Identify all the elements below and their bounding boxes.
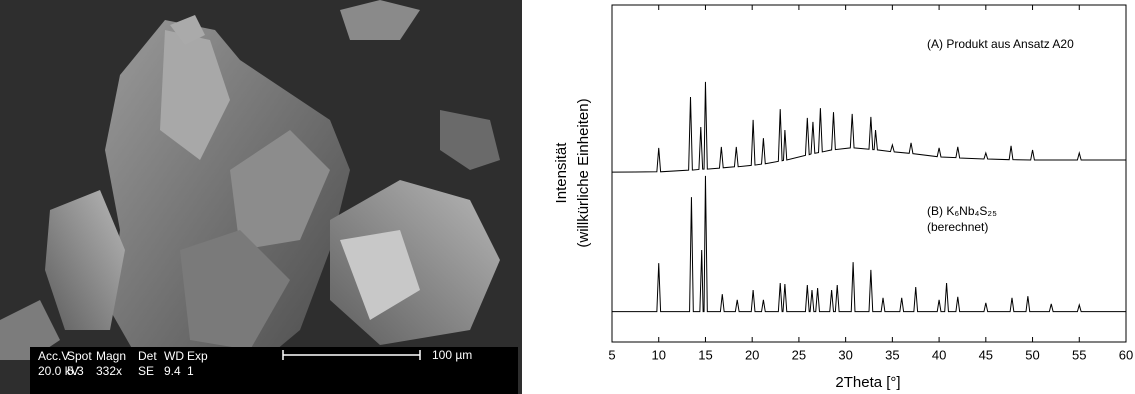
x-tick-label: 5 [608, 347, 615, 362]
info-bar [30, 347, 518, 394]
x-tick-label: 30 [838, 347, 852, 362]
xrd-chart: 2Theta [°] Intensität (willkürliche Einh… [553, 4, 1133, 391]
info-label: Exp [187, 349, 208, 363]
info-value: 332x [96, 364, 122, 378]
x-tick-label: 10 [651, 347, 665, 362]
crystal-face [340, 230, 420, 320]
x-tick-label: 55 [1072, 347, 1086, 362]
info-value: SE [138, 364, 154, 378]
info-label: WD [164, 349, 184, 363]
plot-frame [611, 4, 1127, 343]
x-tick-label: 40 [932, 347, 946, 362]
info-label: Spot [67, 349, 92, 363]
info-value: 1 [187, 364, 194, 378]
annotation: (B) K₆Nb₄S₂₅ [927, 204, 997, 218]
info-label: Magn [96, 349, 126, 363]
x-tick-label: 25 [792, 347, 806, 362]
y-axis-title: Intensität [553, 142, 570, 204]
crystal-face [230, 130, 330, 250]
spectrum-line [611, 81, 1126, 173]
annotation: (berechnet) [927, 220, 988, 234]
crystal [440, 110, 500, 170]
crystal [45, 190, 125, 330]
x-tick-label: 50 [1025, 347, 1039, 362]
crystal-face [160, 30, 230, 160]
scale-label: 100 µm [432, 348, 472, 362]
x-tick-label: 15 [698, 347, 712, 362]
x-axis-title: 2Theta [°] [835, 374, 900, 391]
info-value: 20.0 kV [38, 364, 79, 378]
info-value: 9.4 [164, 364, 181, 378]
info-label: Det [138, 349, 157, 363]
annotation: (A) Produkt aus Ansatz A20 [927, 37, 1074, 51]
crystal-face [180, 230, 290, 350]
x-tick-label: 45 [979, 347, 993, 362]
x-tick-label: 60 [1119, 347, 1133, 362]
x-tick-label: 20 [745, 347, 759, 362]
crystal [170, 15, 205, 45]
info-value: 5.3 [67, 364, 84, 378]
crystal [340, 0, 420, 40]
info-label: Acc.V [38, 349, 69, 363]
crystal [0, 300, 60, 360]
y-axis-title: (willkürliche Einheiten) [575, 98, 592, 247]
spectrum-line [612, 175, 1126, 313]
x-tick-label: 35 [885, 347, 899, 362]
